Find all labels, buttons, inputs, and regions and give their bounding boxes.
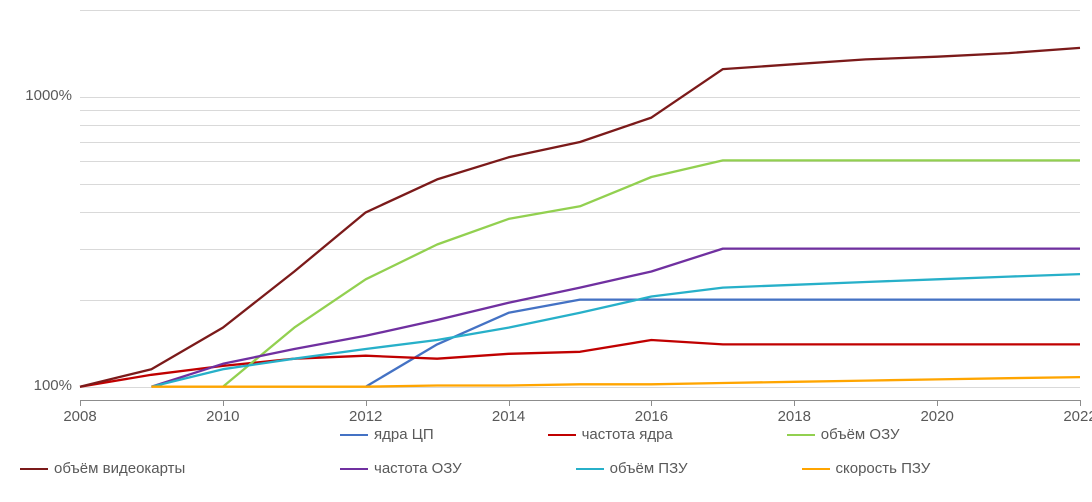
legend-swatch: [802, 468, 830, 470]
legend-item: объём видеокарты: [20, 460, 185, 477]
legend-swatch: [340, 468, 368, 470]
x-tick: [80, 400, 81, 406]
x-tick-label: 2018: [778, 408, 811, 425]
legend-label: ядра ЦП: [374, 426, 434, 443]
x-axis: [80, 400, 1080, 401]
legend-item: частота ядра: [548, 426, 673, 443]
legend-item: объём ОЗУ: [787, 426, 900, 443]
legend-swatch: [340, 434, 368, 436]
legend-label: частота ОЗУ: [374, 460, 462, 477]
x-tick-label: 2014: [492, 408, 525, 425]
legend-row-rest: частота ОЗУ объём ПЗУ скорость ПЗУ: [340, 460, 954, 477]
x-tick: [1080, 400, 1081, 406]
legend-swatch: [548, 434, 576, 436]
legend-swatch: [20, 468, 48, 470]
x-tick: [223, 400, 224, 406]
x-tick: [651, 400, 652, 406]
legend-item: ядра ЦП: [340, 426, 434, 443]
series-line: [366, 300, 1080, 387]
legend-row: объём видеокарты частота ОЗУ объём ПЗУ скор…: [20, 460, 1080, 477]
legend-item: частота ОЗУ: [340, 460, 462, 477]
legend-item: объём ПЗУ: [576, 460, 688, 477]
y-tick-label: 100%: [34, 377, 72, 394]
x-tick: [937, 400, 938, 406]
x-tick-label: 2012: [349, 408, 382, 425]
line-chart: ядра ЦП частота ядра объём ОЗУ объём видеок…: [0, 0, 1092, 502]
x-tick: [509, 400, 510, 406]
series-line: [151, 377, 1080, 387]
x-tick-label: 2020: [920, 408, 953, 425]
legend-label: скорость ПЗУ: [836, 460, 931, 477]
series-line: [223, 160, 1080, 386]
x-tick-label: 2010: [206, 408, 239, 425]
legend-label: объём ПЗУ: [610, 460, 688, 477]
plot-area: [80, 10, 1080, 400]
legend-swatch: [576, 468, 604, 470]
x-tick: [366, 400, 367, 406]
legend-label: объём ОЗУ: [821, 426, 900, 443]
x-tick-label: 2022: [1063, 408, 1092, 425]
legend-row: ядра ЦП частота ядра объём ОЗУ: [340, 426, 924, 443]
x-tick: [794, 400, 795, 406]
x-tick-label: 2008: [63, 408, 96, 425]
legend-label: объём видеокарты: [54, 460, 185, 477]
series-layer: [80, 10, 1080, 400]
y-tick-label: 1000%: [25, 87, 72, 104]
legend-swatch: [787, 434, 815, 436]
legend-label: частота ядра: [582, 426, 673, 443]
legend: ядра ЦП частота ядра объём ОЗУ объём видеок…: [0, 426, 1092, 496]
x-tick-label: 2016: [635, 408, 668, 425]
legend-item: скорость ПЗУ: [802, 460, 931, 477]
series-line: [80, 48, 1080, 387]
series-line: [151, 249, 1080, 387]
